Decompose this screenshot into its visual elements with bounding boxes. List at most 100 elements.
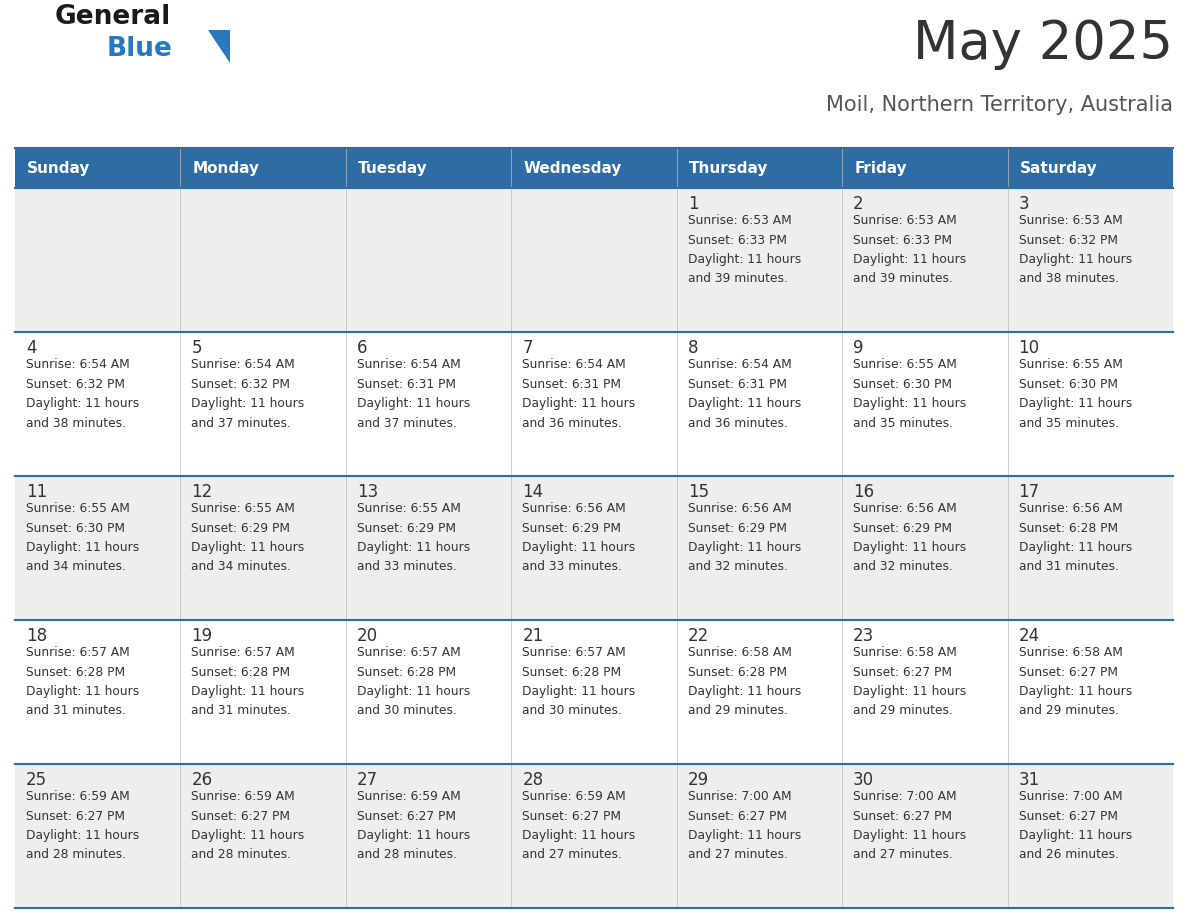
Text: Sunrise: 6:58 AM: Sunrise: 6:58 AM <box>688 646 791 659</box>
Text: Sunrise: 6:58 AM: Sunrise: 6:58 AM <box>1018 646 1123 659</box>
Text: 15: 15 <box>688 483 709 501</box>
Text: Sunset: 6:27 PM: Sunset: 6:27 PM <box>1018 810 1118 823</box>
Text: Sunrise: 6:59 AM: Sunrise: 6:59 AM <box>26 790 129 803</box>
Text: Daylight: 11 hours: Daylight: 11 hours <box>356 397 470 410</box>
Text: Daylight: 11 hours: Daylight: 11 hours <box>853 685 966 698</box>
Text: Sunrise: 7:00 AM: Sunrise: 7:00 AM <box>853 790 956 803</box>
Text: Daylight: 11 hours: Daylight: 11 hours <box>356 685 470 698</box>
Text: 27: 27 <box>356 771 378 789</box>
Text: Daylight: 11 hours: Daylight: 11 hours <box>26 541 139 554</box>
Text: Sunrise: 6:59 AM: Sunrise: 6:59 AM <box>191 790 295 803</box>
Text: Sunrise: 6:56 AM: Sunrise: 6:56 AM <box>1018 502 1123 515</box>
Text: Sunrise: 6:55 AM: Sunrise: 6:55 AM <box>356 502 461 515</box>
Text: 31: 31 <box>1018 771 1040 789</box>
Bar <box>346 148 511 188</box>
Text: Sunrise: 6:57 AM: Sunrise: 6:57 AM <box>191 646 295 659</box>
Text: Daylight: 11 hours: Daylight: 11 hours <box>356 541 470 554</box>
Text: and 35 minutes.: and 35 minutes. <box>1018 417 1119 430</box>
Text: and 36 minutes.: and 36 minutes. <box>688 417 788 430</box>
Bar <box>1007 476 1173 620</box>
Bar <box>842 476 1007 620</box>
Text: Daylight: 11 hours: Daylight: 11 hours <box>688 253 801 266</box>
Text: Sunset: 6:28 PM: Sunset: 6:28 PM <box>523 666 621 678</box>
Text: and 32 minutes.: and 32 minutes. <box>853 561 953 574</box>
Text: and 37 minutes.: and 37 minutes. <box>191 417 291 430</box>
Text: and 28 minutes.: and 28 minutes. <box>191 848 291 861</box>
Text: May 2025: May 2025 <box>914 18 1173 70</box>
Text: Sunset: 6:29 PM: Sunset: 6:29 PM <box>356 521 456 534</box>
Text: Sunset: 6:29 PM: Sunset: 6:29 PM <box>853 521 952 534</box>
Text: Sunrise: 6:57 AM: Sunrise: 6:57 AM <box>26 646 129 659</box>
Text: and 37 minutes.: and 37 minutes. <box>356 417 456 430</box>
Text: and 36 minutes.: and 36 minutes. <box>523 417 623 430</box>
Text: and 38 minutes.: and 38 minutes. <box>26 417 126 430</box>
Text: Sunset: 6:27 PM: Sunset: 6:27 PM <box>523 810 621 823</box>
Bar <box>842 148 1007 188</box>
Text: Sunset: 6:28 PM: Sunset: 6:28 PM <box>356 666 456 678</box>
Text: and 32 minutes.: and 32 minutes. <box>688 561 788 574</box>
Text: 4: 4 <box>26 339 37 357</box>
Text: 22: 22 <box>688 627 709 645</box>
Text: Sunrise: 6:55 AM: Sunrise: 6:55 AM <box>853 358 958 371</box>
Text: 19: 19 <box>191 627 213 645</box>
Text: Daylight: 11 hours: Daylight: 11 hours <box>523 829 636 842</box>
Text: Sunrise: 6:54 AM: Sunrise: 6:54 AM <box>688 358 791 371</box>
Text: 28: 28 <box>523 771 543 789</box>
Text: 13: 13 <box>356 483 378 501</box>
Text: 11: 11 <box>26 483 48 501</box>
Text: Sunrise: 7:00 AM: Sunrise: 7:00 AM <box>688 790 791 803</box>
Text: and 39 minutes.: and 39 minutes. <box>853 273 953 285</box>
Bar <box>15 764 181 908</box>
Bar <box>842 620 1007 764</box>
Text: Daylight: 11 hours: Daylight: 11 hours <box>26 685 139 698</box>
Text: Daylight: 11 hours: Daylight: 11 hours <box>853 397 966 410</box>
Text: Sunset: 6:33 PM: Sunset: 6:33 PM <box>853 233 952 247</box>
Text: 29: 29 <box>688 771 709 789</box>
Text: Sunset: 6:32 PM: Sunset: 6:32 PM <box>191 377 290 390</box>
Text: 2: 2 <box>853 195 864 213</box>
Bar <box>346 764 511 908</box>
Text: Daylight: 11 hours: Daylight: 11 hours <box>1018 685 1132 698</box>
Bar <box>15 188 181 332</box>
Text: Sunset: 6:28 PM: Sunset: 6:28 PM <box>688 666 786 678</box>
Text: and 35 minutes.: and 35 minutes. <box>853 417 953 430</box>
Text: Daylight: 11 hours: Daylight: 11 hours <box>26 397 139 410</box>
Bar <box>346 476 511 620</box>
Text: Sunset: 6:31 PM: Sunset: 6:31 PM <box>523 377 621 390</box>
Text: Sunset: 6:32 PM: Sunset: 6:32 PM <box>1018 233 1118 247</box>
Text: Daylight: 11 hours: Daylight: 11 hours <box>688 829 801 842</box>
Bar <box>677 620 842 764</box>
Text: Blue: Blue <box>107 36 173 62</box>
Text: and 38 minutes.: and 38 minutes. <box>1018 273 1119 285</box>
Text: 1: 1 <box>688 195 699 213</box>
Bar <box>511 476 677 620</box>
Text: Sunset: 6:28 PM: Sunset: 6:28 PM <box>1018 521 1118 534</box>
Text: General: General <box>55 4 171 30</box>
Text: Sunrise: 6:54 AM: Sunrise: 6:54 AM <box>523 358 626 371</box>
Text: 26: 26 <box>191 771 213 789</box>
Text: 17: 17 <box>1018 483 1040 501</box>
Bar <box>511 332 677 476</box>
Text: Daylight: 11 hours: Daylight: 11 hours <box>853 541 966 554</box>
Text: Daylight: 11 hours: Daylight: 11 hours <box>356 829 470 842</box>
Text: 24: 24 <box>1018 627 1040 645</box>
Text: 20: 20 <box>356 627 378 645</box>
Text: Sunrise: 6:55 AM: Sunrise: 6:55 AM <box>191 502 296 515</box>
Text: Daylight: 11 hours: Daylight: 11 hours <box>191 397 304 410</box>
Bar <box>511 620 677 764</box>
Text: Sunset: 6:31 PM: Sunset: 6:31 PM <box>688 377 786 390</box>
Text: Sunset: 6:30 PM: Sunset: 6:30 PM <box>853 377 952 390</box>
Text: Daylight: 11 hours: Daylight: 11 hours <box>191 829 304 842</box>
Bar <box>677 764 842 908</box>
Text: Monday: Monday <box>192 161 259 175</box>
Text: 14: 14 <box>523 483 543 501</box>
Bar <box>346 188 511 332</box>
Text: Sunrise: 6:57 AM: Sunrise: 6:57 AM <box>523 646 626 659</box>
Text: Sunrise: 6:54 AM: Sunrise: 6:54 AM <box>191 358 295 371</box>
Text: and 27 minutes.: and 27 minutes. <box>688 848 788 861</box>
Bar <box>842 188 1007 332</box>
Bar <box>677 332 842 476</box>
Text: 16: 16 <box>853 483 874 501</box>
Text: Sunrise: 6:54 AM: Sunrise: 6:54 AM <box>26 358 129 371</box>
Text: Sunday: Sunday <box>27 161 90 175</box>
